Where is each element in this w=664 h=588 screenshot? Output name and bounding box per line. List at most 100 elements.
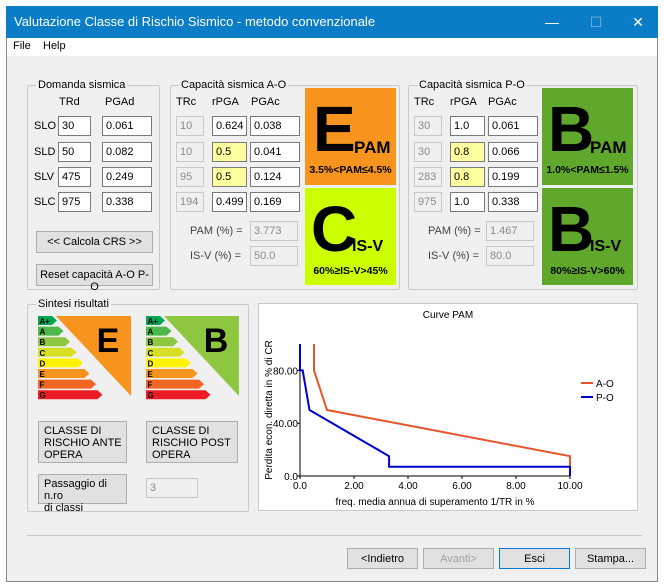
post-scale-letter: D (148, 359, 154, 368)
row-label: SLV (34, 171, 54, 183)
ao-pgac-input[interactable]: 0.169 (250, 192, 300, 212)
domanda-group: Domanda sismica (27, 79, 160, 290)
post-triangle (164, 316, 239, 396)
po-pam-field: 1.467 (486, 221, 534, 241)
pgad-input[interactable]: 0.082 (102, 142, 152, 162)
window-title: Valutazione Classe di Rischio Sismico - … (14, 14, 376, 29)
po-rpga-input[interactable]: 1.0 (450, 192, 485, 212)
pgad-input[interactable]: 0.338 (102, 192, 152, 212)
close-icon[interactable]: ✕ (632, 14, 644, 30)
ao-trc-field: 194 (176, 192, 204, 212)
po-pgac-input[interactable]: 0.061 (488, 116, 538, 136)
ante-scale-letter: D (40, 359, 46, 368)
post-scale-letter: A+ (148, 317, 159, 326)
trd-input[interactable]: 475 (58, 167, 91, 187)
po-rpga-input[interactable]: 0.8 (450, 142, 485, 162)
ao-trc-field: 10 (176, 116, 204, 136)
ao-pgac-input[interactable]: 0.124 (250, 167, 300, 187)
footer-separator (27, 535, 642, 536)
ao-rpga-input[interactable]: 0.624 (212, 116, 247, 136)
po-isv-field: 80.0 (486, 246, 534, 266)
curve-pam-chart: Curve PAM 0.0 2.00 4.00 6.00 8.00 10.00 0.0 40.0… (264, 310, 614, 508)
ao-pgac-header: PGAc (251, 96, 280, 108)
classe-post-button[interactable]: CLASSE DI RISCHIO POST OPERA (146, 421, 238, 463)
capacita-po-group: Capacità sismica P-O (408, 79, 638, 290)
curve-pam-panel: Curve PAM 0.0 2.00 4.00 6.00 8.00 10.00 0.0 40.0… (258, 303, 638, 511)
trd-input[interactable]: 30 (58, 116, 91, 136)
ao-pgac-input[interactable]: 0.038 (250, 116, 300, 136)
po-pam-range: 1.0%<PAM≤1.5% (546, 164, 629, 176)
po-pgac-input[interactable]: 0.199 (488, 167, 538, 187)
legend-label: P-O (596, 393, 614, 404)
ante-scale-letter: A+ (40, 317, 51, 326)
post-scale-letter: A (148, 328, 154, 337)
capacita-ao-title: Capacità sismica A-O (179, 79, 289, 91)
pgad-input[interactable]: 0.061 (102, 116, 152, 136)
ao-rpga-input[interactable]: 0.5 (212, 142, 247, 162)
po-rpga-input[interactable]: 0.8 (450, 167, 485, 187)
ante-scale-bar (38, 316, 57, 325)
po-pam-letter: B (548, 93, 595, 165)
indietro-button[interactable]: <Indietro (347, 548, 418, 569)
post-scale-bar (146, 379, 204, 389)
ao-rpga-input[interactable]: 0.499 (212, 192, 247, 212)
ao-rpga-header: rPGA (212, 96, 239, 108)
ao-pam-class-box: E PAM 3.5%<PAM≤4.5% (305, 88, 396, 185)
ao-isv-letter: C (311, 193, 358, 265)
passaggio-classi-button[interactable]: Passaggio di n.ro di classi (38, 474, 127, 514)
series-A-O-line (313, 344, 571, 476)
po-isv-range: 80%≥IS-V>60% (550, 265, 625, 277)
stampa-button[interactable]: Stampa... (575, 548, 646, 569)
ante-scale-bar (38, 390, 103, 400)
ante-scale-bar (38, 358, 83, 368)
ante-scale-letter: A (40, 328, 46, 337)
minimize-icon[interactable]: — (545, 14, 559, 30)
title-bar: Valutazione Classe di Rischio Sismico - … (6, 6, 658, 38)
classe-ante-button[interactable]: CLASSE DI RISCHIO ANTE OPERA (38, 421, 127, 463)
po-pgac-input[interactable]: 0.338 (488, 192, 538, 212)
trd-header: TRd (59, 96, 80, 108)
po-trc-field: 30 (414, 116, 442, 136)
menu-file[interactable]: File (13, 40, 31, 52)
po-isv-letter: B (548, 193, 595, 265)
post-scale-bar (146, 347, 185, 357)
legend-label: A-O (596, 379, 614, 390)
x-tick-label: 4.00 (398, 481, 418, 492)
calcola-crs-button[interactable]: << Calcola CRS >> (36, 231, 153, 253)
pgad-input[interactable]: 0.249 (102, 167, 152, 187)
ao-pam-sub: PAM (354, 138, 391, 157)
post-scale-letter: G (148, 391, 154, 400)
ante-scale-bar (38, 369, 90, 378)
ao-pgac-input[interactable]: 0.041 (250, 142, 300, 162)
post-scale-bar (146, 358, 191, 368)
x-tick-label: 8.00 (506, 481, 526, 492)
post-scale-bar (146, 316, 165, 325)
post-scale-letter: C (148, 349, 154, 358)
ao-rpga-input[interactable]: 0.5 (212, 167, 247, 187)
post-scale-bar (146, 390, 211, 400)
po-pgac-input[interactable]: 0.066 (488, 142, 538, 162)
esci-button[interactable]: Esci (499, 548, 570, 569)
capacita-ao-group: Capacità sismica A-O (170, 79, 400, 290)
ante-scale-bar (38, 326, 64, 336)
post-scale-letter: B (148, 338, 154, 347)
reset-capacita-button[interactable]: Reset capacità A-O P-O (36, 264, 153, 293)
post-scale-letter: F (148, 381, 153, 390)
trd-input[interactable]: 975 (58, 192, 91, 212)
post-scale-bar (146, 369, 198, 378)
x-tick-label: 0.0 (293, 481, 307, 492)
ao-trc-field: 95 (176, 167, 204, 187)
trd-input[interactable]: 50 (58, 142, 91, 162)
x-tick-label: 6.00 (452, 481, 472, 492)
row-label: SLC (34, 196, 56, 208)
po-rpga-input[interactable]: 1.0 (450, 116, 485, 136)
ao-pam-label: PAM (%) = (190, 225, 243, 237)
ante-class-letter: E (97, 322, 120, 360)
menu-help[interactable]: Help (43, 40, 66, 52)
x-tick-label: 10.00 (557, 481, 582, 492)
ao-pam-field: 3.773 (250, 221, 298, 241)
ao-isv-field: 50.0 (250, 246, 298, 266)
series-P-O-line (299, 344, 571, 476)
